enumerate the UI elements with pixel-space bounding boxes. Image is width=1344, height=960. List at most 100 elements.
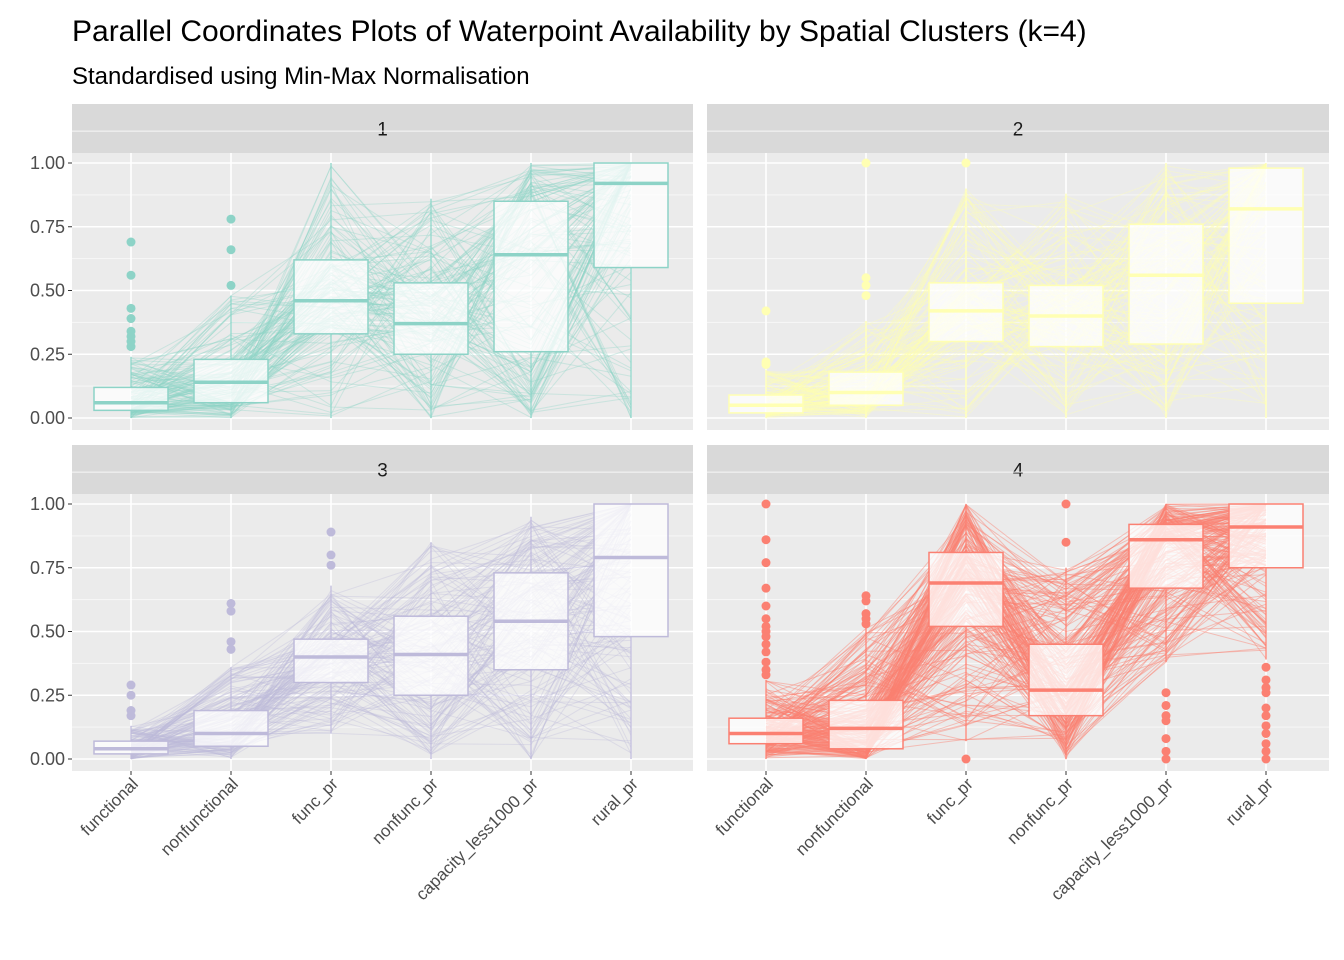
- box: [1028, 643, 1104, 717]
- series-line: [130, 503, 632, 760]
- series-line: [130, 535, 632, 756]
- outlier-point: [861, 591, 871, 601]
- series-line: [765, 503, 1267, 721]
- outlier-point: [226, 245, 236, 255]
- series-line: [130, 629, 632, 732]
- series-line: [130, 178, 632, 410]
- box: [828, 699, 904, 750]
- series-line: [130, 525, 632, 754]
- series-line: [130, 503, 632, 751]
- series-line: [130, 162, 632, 365]
- series-line: [130, 162, 632, 416]
- x-tick-label: rural_pr: [1222, 774, 1277, 829]
- outlier-point: [1261, 721, 1271, 731]
- boxplot-capacity_less1000_pr: [493, 516, 569, 759]
- series-line: [130, 667, 632, 753]
- series-line: [130, 170, 632, 406]
- outlier-point: [761, 583, 771, 593]
- box: [393, 282, 469, 356]
- facet-3: 3 0.00 0.25 0.50 0.75 1.00 functional nonfuncti…: [30, 445, 693, 904]
- boxplot-func_pr: [293, 163, 369, 418]
- series-line: [130, 176, 632, 417]
- box: [593, 162, 669, 269]
- boxplot-func_pr: [928, 158, 1004, 418]
- series-line: [765, 534, 1267, 744]
- series-line: [765, 166, 1267, 406]
- series-line: [130, 176, 632, 407]
- series-line: [765, 525, 1267, 754]
- outlier-point: [961, 754, 971, 764]
- outlier-point: [1161, 700, 1171, 710]
- outlier-point: [226, 280, 236, 290]
- series-line: [130, 292, 632, 413]
- series-line: [130, 614, 632, 755]
- outlier-point: [1161, 734, 1171, 744]
- series-line: [765, 510, 1267, 736]
- series-line: [765, 251, 1267, 382]
- outlier-point: [861, 158, 871, 168]
- series-line: [765, 503, 1267, 753]
- series-line: [765, 541, 1267, 743]
- x-tick-label: func_pr: [288, 774, 342, 828]
- series-line: [765, 522, 1267, 702]
- box: [193, 709, 269, 747]
- outlier-point: [1261, 683, 1271, 693]
- series-line: [130, 162, 632, 419]
- boxplot-nonfunctional: [193, 214, 269, 418]
- series-line: [130, 166, 632, 409]
- outlier-point: [761, 621, 771, 631]
- outlier-point: [861, 609, 871, 619]
- x-tick-label: functional: [77, 774, 142, 839]
- outlier-point: [226, 606, 236, 616]
- series-line: [130, 645, 632, 755]
- boxplot-nonfunc_pr: [393, 198, 469, 418]
- series-line: [765, 164, 1267, 411]
- outlier-point: [1261, 746, 1271, 756]
- box: [293, 259, 369, 335]
- outlier-point: [226, 598, 236, 608]
- y-tick-label: 0.00: [30, 749, 65, 769]
- facet-strip-label: 3: [377, 461, 388, 482]
- series-line: [130, 188, 632, 399]
- series-line: [765, 545, 1267, 726]
- series-line: [130, 168, 632, 419]
- outlier-point: [126, 270, 136, 280]
- facet-strip: [707, 104, 1329, 153]
- series-line: [765, 562, 1267, 758]
- boxplot-func_pr: [293, 527, 369, 734]
- series-line: [765, 282, 1267, 419]
- series-line: [765, 504, 1267, 755]
- outlier-point: [1261, 729, 1271, 738]
- series-line: [130, 286, 632, 383]
- series-line: [130, 503, 632, 758]
- x-tick-label: nonfunctional: [792, 774, 877, 859]
- x-tick-label: nonfunctional: [157, 774, 242, 859]
- outlier-point: [1161, 746, 1171, 756]
- boxplot-rural_pr: [593, 503, 669, 759]
- boxplot-rural_pr: [593, 162, 669, 418]
- box: [828, 371, 904, 407]
- boxplot-nonfunc_pr: [393, 542, 469, 759]
- series-line: [765, 515, 1267, 756]
- series-line: [765, 512, 1267, 730]
- series-line: [130, 521, 632, 756]
- series-line: [130, 503, 632, 760]
- outlier-point: [761, 601, 771, 611]
- series-line: [130, 503, 632, 752]
- series-line: [765, 180, 1267, 415]
- outlier-point: [126, 303, 136, 313]
- series-line: [765, 169, 1267, 417]
- boxplot-nonfunctional: [828, 158, 904, 418]
- outlier-point: [1161, 711, 1171, 721]
- series-line: [130, 262, 632, 413]
- outlier-point: [961, 158, 971, 168]
- boxplot-nonfunctional: [193, 598, 269, 759]
- series-line: [765, 577, 1267, 750]
- series-line: [765, 503, 1267, 754]
- outlier-point: [326, 560, 336, 570]
- facet-4: 4 functional nonfunctional func_pr nonfunc_p…: [707, 445, 1329, 904]
- y-tick-label: 0.75: [30, 217, 65, 237]
- series-line: [765, 509, 1267, 759]
- series-line: [130, 521, 632, 745]
- boxplot-capacity_less1000_pr: [1128, 163, 1204, 418]
